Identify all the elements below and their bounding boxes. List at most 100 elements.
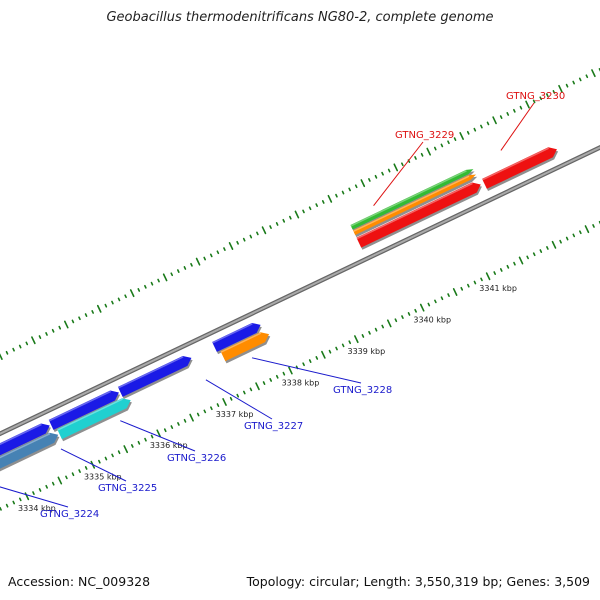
outer-tick (170, 272, 174, 277)
tick-labels: 3334 kbp 3335 kbp 3336 kbp 3337 kbp 3338 kbp… (18, 284, 517, 513)
leader-line (120, 420, 196, 452)
inner-tick (513, 261, 516, 266)
inner-tick (506, 264, 510, 269)
inner-tick (282, 371, 286, 376)
inner-tick (57, 476, 63, 485)
leader-line (500, 102, 535, 151)
outer-tick (572, 80, 575, 85)
outer-tick (348, 187, 351, 192)
inner-tick (584, 225, 590, 234)
outer-tick (552, 90, 556, 94)
outer-tick (335, 193, 338, 198)
outer-tick (289, 215, 292, 220)
gene-label-gtng_3229[interactable]: GTNG_3229 (395, 130, 454, 141)
outer-tick (236, 240, 239, 245)
tick-label-3334: 3334 kbp (18, 504, 56, 513)
inner-tick (386, 319, 392, 328)
steelblue-feature[interactable] (0, 432, 60, 500)
inner-tick (210, 406, 213, 411)
outer-tick (545, 93, 549, 97)
inner-tick (275, 374, 279, 379)
outer-tick (261, 226, 267, 235)
inner-tick (551, 240, 557, 249)
inner-tick (249, 387, 253, 392)
outer-tick (440, 143, 444, 148)
blue-feature-5[interactable] (212, 322, 262, 355)
outer-tick (327, 194, 333, 203)
leader-line (251, 357, 362, 384)
inner-tick (117, 450, 121, 455)
outer-tick (354, 184, 358, 189)
outer-tick (71, 319, 75, 324)
inner-tick (434, 299, 437, 304)
outer-tick (447, 140, 450, 145)
outer-tick (525, 100, 530, 109)
blue-feature-3[interactable] (48, 390, 121, 433)
inner-tick (407, 312, 411, 316)
inner-tick (341, 343, 345, 348)
inner-tick (493, 271, 497, 275)
outer-tick (578, 77, 582, 82)
outer-tick (466, 130, 470, 135)
outer-tick (45, 332, 48, 336)
orange-feature[interactable] (353, 174, 478, 238)
gene-label-gtng_3230[interactable]: GTNG_3230 (506, 91, 565, 102)
inner-tick (485, 272, 491, 281)
cyan-feature[interactable] (57, 398, 132, 442)
genome-backbone (0, 145, 600, 437)
outer-tick (585, 74, 589, 79)
outer-tick (513, 108, 516, 113)
outer-tick (453, 137, 457, 141)
inner-tick (156, 429, 161, 438)
tick-label-3336: 3336 kbp (150, 441, 188, 450)
outer-tick (486, 121, 490, 126)
orange-feature-3228[interactable] (220, 332, 271, 364)
inner-tick (98, 459, 101, 464)
inner-tick (0, 506, 2, 511)
inner-tick (328, 349, 332, 354)
red-feature-3229[interactable] (356, 182, 482, 250)
outer-tick (433, 146, 437, 151)
outer-tick (58, 325, 62, 330)
outer-tick (565, 83, 569, 88)
inner-tick (452, 287, 458, 296)
outer-tick (209, 253, 213, 258)
gene-label-gtng_3225[interactable]: GTNG_3225 (98, 483, 157, 494)
inner-tick (427, 302, 431, 307)
blue-feature-2[interactable] (0, 423, 51, 461)
gene-label-gtng_3227[interactable]: GTNG_3227 (244, 421, 303, 432)
inner-tick (288, 366, 293, 375)
inner-tick (24, 492, 30, 501)
blue-feature-4[interactable] (117, 355, 193, 400)
gene-label-gtng_3224[interactable]: GTNG_3224 (40, 509, 99, 520)
outer-tick (195, 257, 201, 266)
inner-tick (518, 256, 524, 265)
inner-tick (236, 393, 240, 398)
inner-tick (315, 356, 319, 360)
inner-tick (177, 422, 180, 426)
outer-tick (18, 344, 22, 349)
outer-tick (341, 190, 345, 195)
inner-tick (440, 296, 444, 301)
outer-tick (38, 335, 42, 339)
accession-text: Accession: NC_009328 (8, 574, 151, 589)
inner-tick (321, 350, 326, 359)
inner-tick (229, 396, 233, 401)
inner-tick (71, 472, 75, 477)
inner-tick (269, 378, 272, 382)
outer-tick (426, 147, 432, 156)
topology-text: Topology: circular; Length: 3,550,319 bp… (246, 574, 590, 589)
outer-tick-ring (0, 68, 600, 360)
outer-tick (492, 116, 497, 125)
tick-label-3340: 3340 kbp (413, 315, 451, 324)
red-feature-3230[interactable] (482, 147, 559, 191)
outer-tick (5, 350, 9, 355)
outer-tick (104, 303, 108, 308)
tick-label-3339: 3339 kbp (347, 347, 385, 356)
outer-tick (401, 162, 404, 167)
outer-tick (157, 278, 160, 283)
gene-label-gtng_3226[interactable]: GTNG_3226 (167, 453, 226, 464)
tick-label-3337: 3337 kbp (216, 410, 254, 419)
gene-label-gtng_3228[interactable]: GTNG_3228 (333, 385, 392, 396)
